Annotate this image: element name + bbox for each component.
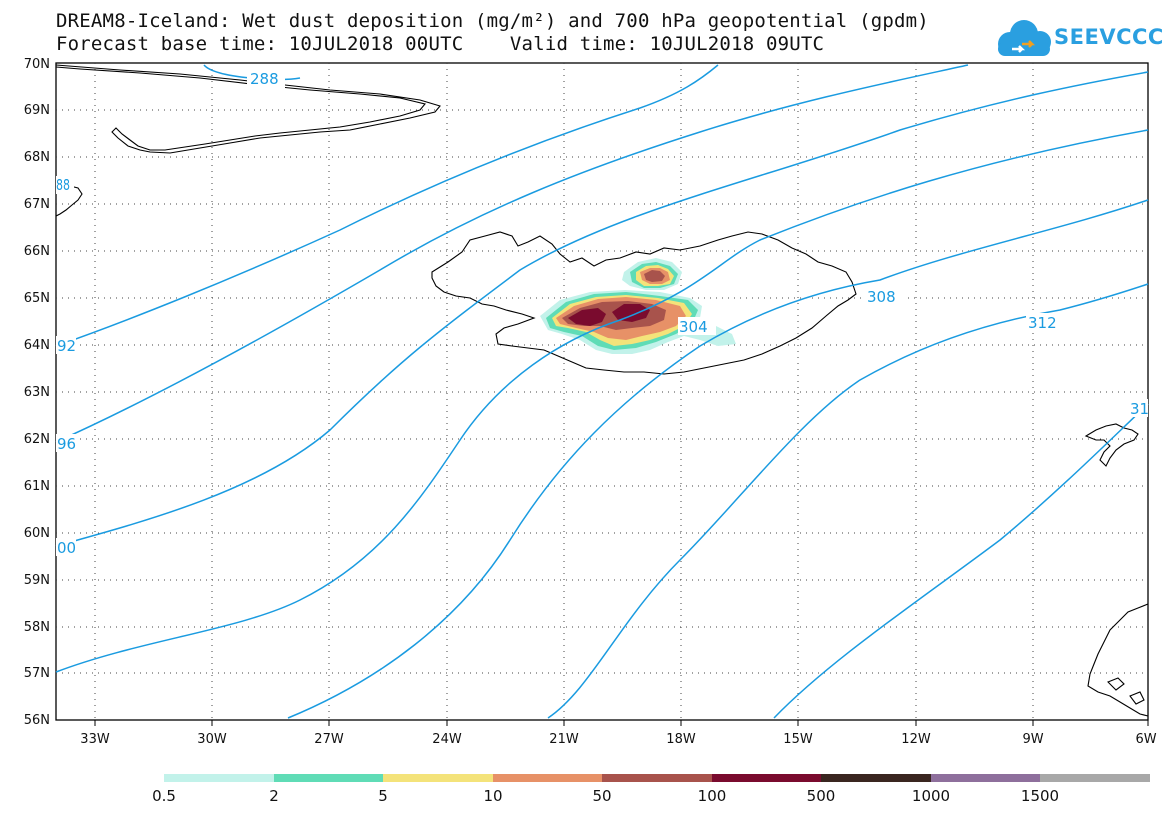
legend-swatch <box>383 774 493 782</box>
lat-label: 70N <box>24 57 50 72</box>
lat-label: 62N <box>24 432 50 447</box>
contour-316 <box>773 403 1149 719</box>
legend-label: 100 <box>697 787 727 805</box>
tick-marks <box>94 720 1149 726</box>
legend-swatch <box>602 774 712 782</box>
coastlines <box>55 64 1149 717</box>
lon-label: 6W <box>1135 732 1156 747</box>
lon-label: 18W <box>666 732 696 747</box>
coastline-scotland <box>1087 603 1149 717</box>
lon-label: 9W <box>1022 732 1043 747</box>
lat-label: 60N <box>24 526 50 541</box>
lon-label: 33W <box>80 732 110 747</box>
legend-swatch <box>274 774 383 782</box>
legend-label: 500 <box>806 787 836 805</box>
contour-312 <box>547 283 1149 719</box>
contour-label: 96 <box>57 435 76 453</box>
lon-label: 12W <box>901 732 931 747</box>
contour-label: 92 <box>57 337 76 355</box>
legend-label: 1500 <box>1020 787 1060 805</box>
legend-swatch <box>931 774 1040 782</box>
contour-label: 00 <box>57 539 76 557</box>
legend-label: 1000 <box>911 787 951 805</box>
lat-label: 56N <box>24 713 50 728</box>
deposition-level-50-north <box>644 270 665 282</box>
lon-label: 21W <box>549 732 579 747</box>
lat-label: 66N <box>24 244 50 259</box>
legend-swatch <box>821 774 931 782</box>
contour-296 <box>55 64 969 443</box>
chart-title-line2: Forecast base time: 10JUL2018 00UTC Vali… <box>56 33 825 55</box>
legend-label: 0.5 <box>152 787 176 805</box>
legend-swatch <box>164 774 274 782</box>
lat-label: 69N <box>24 103 50 118</box>
contour-label: 31 <box>1130 400 1149 418</box>
contour-292 <box>55 64 719 347</box>
legend-swatch <box>1040 774 1150 782</box>
geopotential-contours <box>55 64 1149 719</box>
contour-300 <box>55 71 1149 547</box>
lat-label: 64N <box>24 338 50 353</box>
lat-label: 67N <box>24 197 50 212</box>
chart-title-line1: DREAM8-Iceland: Wet dust deposition (mg/… <box>56 10 929 32</box>
lat-label: 58N <box>24 620 50 635</box>
cloud-icon <box>998 20 1051 56</box>
gridlines <box>56 63 1148 720</box>
lon-label: 30W <box>197 732 227 747</box>
legend-swatch <box>712 774 821 782</box>
lat-label: 59N <box>24 573 50 588</box>
lat-label: 63N <box>24 385 50 400</box>
contour-label: 312 <box>1028 314 1057 332</box>
contour-308 <box>287 199 1149 719</box>
contour-label: 288 <box>250 70 279 88</box>
coastline-scotland-isles <box>1107 677 1145 705</box>
coastline-faroe <box>1084 423 1139 467</box>
lat-label: 65N <box>24 291 50 306</box>
contour-304 <box>55 129 1149 673</box>
legend-label: 2 <box>269 787 279 805</box>
legend-label: 50 <box>592 787 612 805</box>
legend-swatch <box>493 774 602 782</box>
legend-label: 10 <box>483 787 503 805</box>
lon-label: 24W <box>432 732 462 747</box>
coastline-iceland <box>431 231 857 375</box>
logo-text: SEEVCCC <box>1054 25 1164 49</box>
lat-label: 61N <box>24 479 50 494</box>
lat-label: 68N <box>24 150 50 165</box>
contour-label: 308 <box>867 288 896 306</box>
lon-label: 27W <box>314 732 344 747</box>
dust-deposition <box>540 258 736 354</box>
lon-label: 15W <box>783 732 813 747</box>
legend-label: 5 <box>378 787 388 805</box>
lat-label: 57N <box>24 666 50 681</box>
contour-label: 88 <box>56 176 70 194</box>
deposition-level-100 <box>568 304 650 326</box>
contour-label: 304 <box>679 318 708 336</box>
coastline-greenland <box>55 64 441 154</box>
